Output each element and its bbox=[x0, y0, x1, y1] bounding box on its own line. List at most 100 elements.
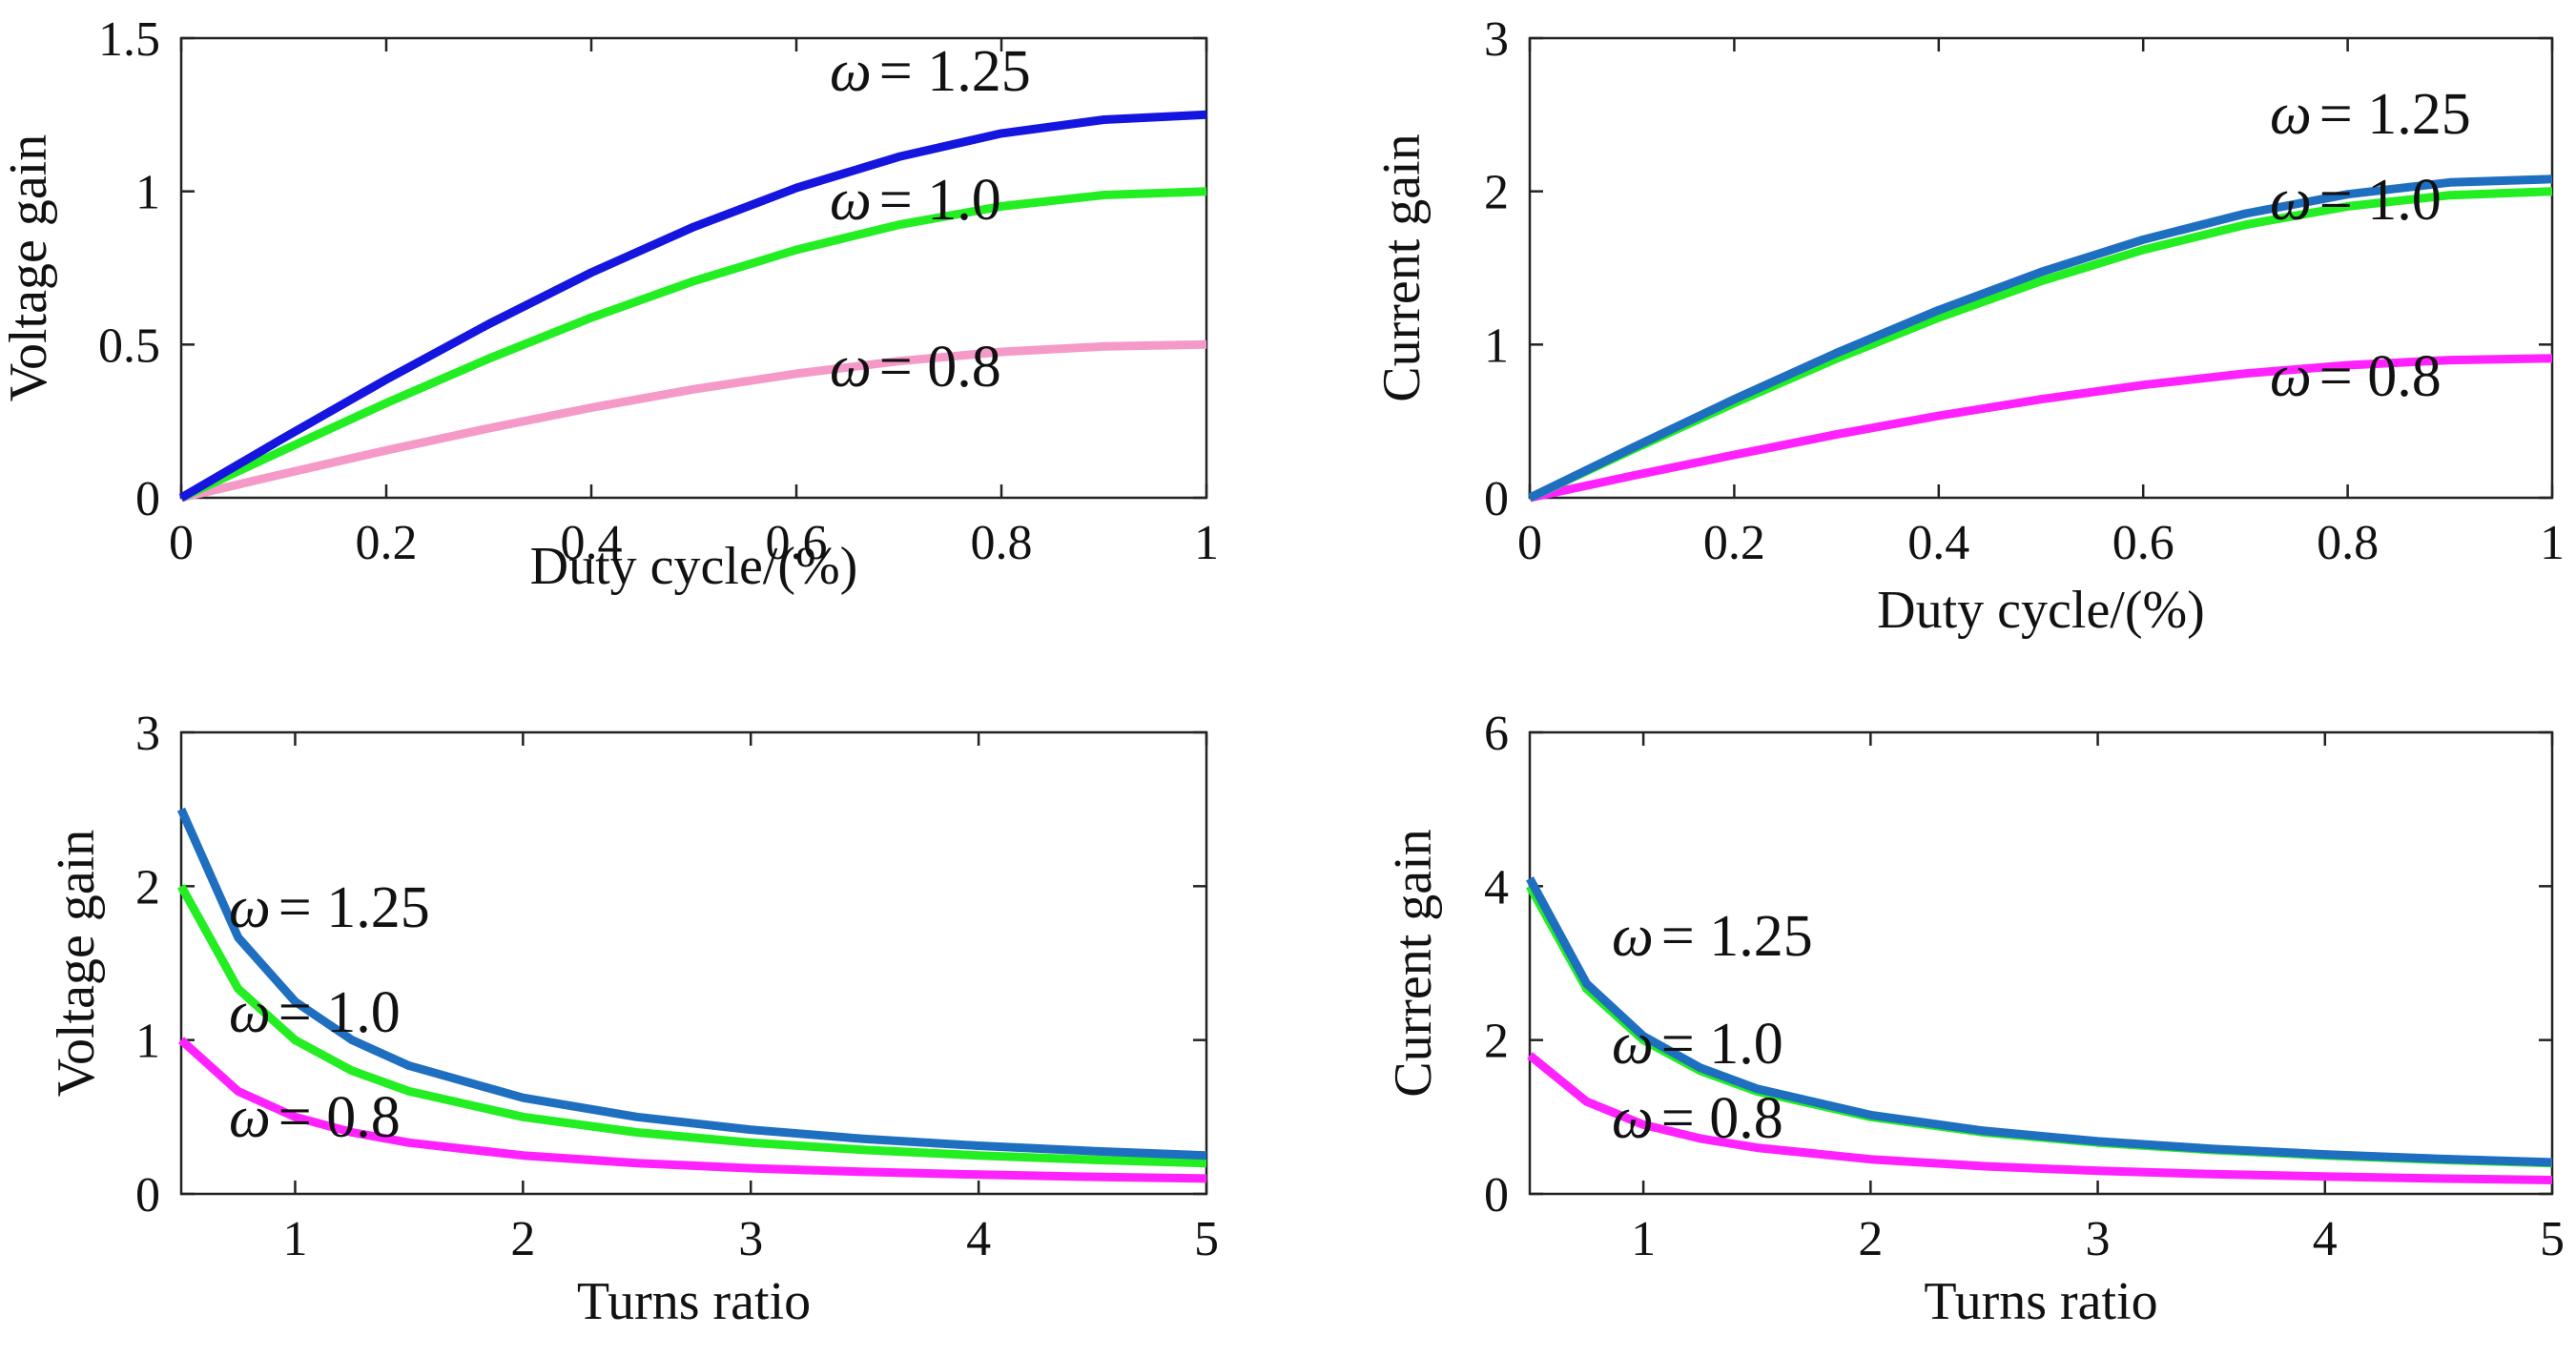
series-annotation: ω = 1.0 bbox=[830, 168, 1001, 233]
annotation-value: = 1.0 bbox=[1661, 1012, 1783, 1077]
y-tick-label: 2 bbox=[1484, 1015, 1509, 1069]
annotation-value: = 1.25 bbox=[879, 39, 1031, 104]
y-tick-label: 3 bbox=[135, 707, 160, 761]
annotation-value: = 0.8 bbox=[278, 1085, 401, 1150]
y-tick-label: 0.5 bbox=[98, 318, 160, 373]
y-tick-label: 2 bbox=[135, 860, 160, 914]
series-line bbox=[1526, 876, 2553, 1167]
series-annotation: ω = 0.8 bbox=[1612, 1086, 1783, 1151]
y-tick-label: 0 bbox=[135, 472, 160, 526]
series-line bbox=[1529, 354, 2553, 503]
annotation-value: = 1.0 bbox=[278, 980, 401, 1045]
panel-voltage-gain-vs-duty: 0 0.2 0.4 0.6 0.8 1 0 0.5 1 1.5 Duty cycle/(%) Volt… bbox=[0, 12, 1219, 596]
x-tick-label: 0.4 bbox=[1907, 516, 1969, 570]
x-tick-label: 0.8 bbox=[2317, 516, 2379, 570]
annotation-value: = 0.8 bbox=[879, 335, 1001, 400]
x-tick-label: 4 bbox=[966, 1212, 991, 1266]
series-annotation: ω = 1.25 bbox=[830, 39, 1031, 104]
series-line bbox=[179, 339, 1207, 503]
annotation-value: = 0.8 bbox=[2319, 344, 2442, 409]
x-tick-label: 1 bbox=[2540, 516, 2565, 570]
annotation-value: = 0.8 bbox=[1661, 1086, 1783, 1151]
series-annotation: ω = 1.25 bbox=[2270, 82, 2471, 147]
y-tick-label: 2 bbox=[1484, 166, 1509, 220]
panel-current-gain-vs-duty: 0 0.2 0.4 0.6 0.8 1 0 1 2 3 Duty cycle/(%) Current … bbox=[1372, 12, 2565, 640]
omega-symbol: ω bbox=[229, 1085, 271, 1150]
axes-box bbox=[179, 36, 1208, 500]
x-tick-label: 0.6 bbox=[2112, 516, 2174, 570]
omega-symbol: ω bbox=[2270, 82, 2312, 147]
omega-symbol: ω bbox=[1612, 904, 1654, 969]
x-tick-label: 0 bbox=[169, 516, 194, 570]
annotation-value: = 1.0 bbox=[2319, 168, 2442, 233]
series-line bbox=[178, 110, 1207, 502]
omega-symbol: ω bbox=[830, 335, 872, 400]
x-axis-label: Turns ratio bbox=[577, 1272, 811, 1331]
y-axis-label: Current gain bbox=[1384, 829, 1443, 1097]
x-axis-label: Turns ratio bbox=[1924, 1272, 2157, 1331]
y-tick-label: 3 bbox=[1484, 12, 1509, 67]
series-line bbox=[177, 884, 1207, 1168]
axes-box bbox=[1528, 36, 2554, 500]
x-tick-label: 0.2 bbox=[1703, 516, 1765, 570]
series-annotation: ω = 0.8 bbox=[830, 335, 1001, 400]
x-tick-label: 0.8 bbox=[971, 516, 1033, 570]
series-line bbox=[1527, 1052, 2553, 1184]
x-tick-label: 0.6 bbox=[766, 516, 828, 570]
x-tick-label: 3 bbox=[738, 1212, 763, 1266]
y-tick-label: 1.5 bbox=[98, 12, 160, 67]
annotation-value: = 1.0 bbox=[879, 168, 1001, 233]
series-line bbox=[179, 187, 1207, 503]
series-annotation: ω = 1.0 bbox=[2270, 168, 2442, 233]
omega-symbol: ω bbox=[2270, 344, 2312, 409]
series-line bbox=[176, 807, 1207, 1161]
annotation-value: = 1.25 bbox=[1661, 904, 1813, 969]
y-tick-label: 1 bbox=[1484, 318, 1509, 373]
x-tick-label: 4 bbox=[2313, 1212, 2338, 1266]
y-tick-label: 0 bbox=[135, 1168, 160, 1222]
annotation-value: = 1.25 bbox=[278, 875, 430, 940]
series-annotation: ω = 1.25 bbox=[1612, 904, 1813, 969]
series-line bbox=[177, 1037, 1207, 1183]
y-tick-label: 1 bbox=[135, 1015, 160, 1069]
y-tick-label: 6 bbox=[1484, 707, 1509, 761]
series-annotation: ω = 1.0 bbox=[229, 980, 401, 1045]
series-annotation: ω = 1.25 bbox=[229, 875, 430, 940]
series-annotation: ω = 1.0 bbox=[1612, 1012, 1783, 1077]
x-tick-label: 0.4 bbox=[561, 516, 623, 570]
annotation-value: = 1.25 bbox=[2319, 82, 2471, 147]
omega-symbol: ω bbox=[1612, 1086, 1654, 1151]
x-tick-label: 0.2 bbox=[356, 516, 418, 570]
omega-symbol: ω bbox=[830, 39, 872, 104]
omega-symbol: ω bbox=[830, 168, 872, 233]
x-tick-label: 1 bbox=[282, 1212, 307, 1266]
x-tick-label: 2 bbox=[1858, 1212, 1883, 1266]
x-tick-label: 0 bbox=[1517, 516, 1542, 570]
x-tick-label: 3 bbox=[2086, 1212, 2111, 1266]
series-annotation: ω = 0.8 bbox=[2270, 344, 2442, 409]
y-axis-label: Current gain bbox=[1372, 134, 1432, 401]
omega-symbol: ω bbox=[229, 980, 271, 1045]
x-tick-label: 5 bbox=[1194, 1212, 1219, 1266]
y-tick-label: 1 bbox=[135, 166, 160, 220]
x-axis-label: Duty cycle/(%) bbox=[530, 537, 858, 596]
x-axis-label: Duty cycle/(%) bbox=[1877, 581, 2205, 640]
x-tick-label: 2 bbox=[510, 1212, 535, 1266]
y-tick-label: 0 bbox=[1484, 472, 1509, 526]
x-tick-label: 5 bbox=[2540, 1212, 2565, 1266]
x-tick-label: 1 bbox=[1631, 1212, 1656, 1266]
y-tick-label: 4 bbox=[1484, 860, 1509, 914]
omega-symbol: ω bbox=[2270, 168, 2312, 233]
y-axis-label: Voltage gain bbox=[0, 134, 58, 401]
omega-symbol: ω bbox=[229, 875, 271, 940]
series-annotation: ω = 0.8 bbox=[229, 1085, 401, 1150]
omega-symbol: ω bbox=[1612, 1012, 1654, 1077]
y-tick-label: 0 bbox=[1484, 1168, 1509, 1222]
axes-box bbox=[1528, 730, 2554, 1196]
x-tick-label: 1 bbox=[1194, 516, 1219, 570]
axes-box bbox=[179, 730, 1208, 1196]
series-line bbox=[1528, 175, 2553, 503]
